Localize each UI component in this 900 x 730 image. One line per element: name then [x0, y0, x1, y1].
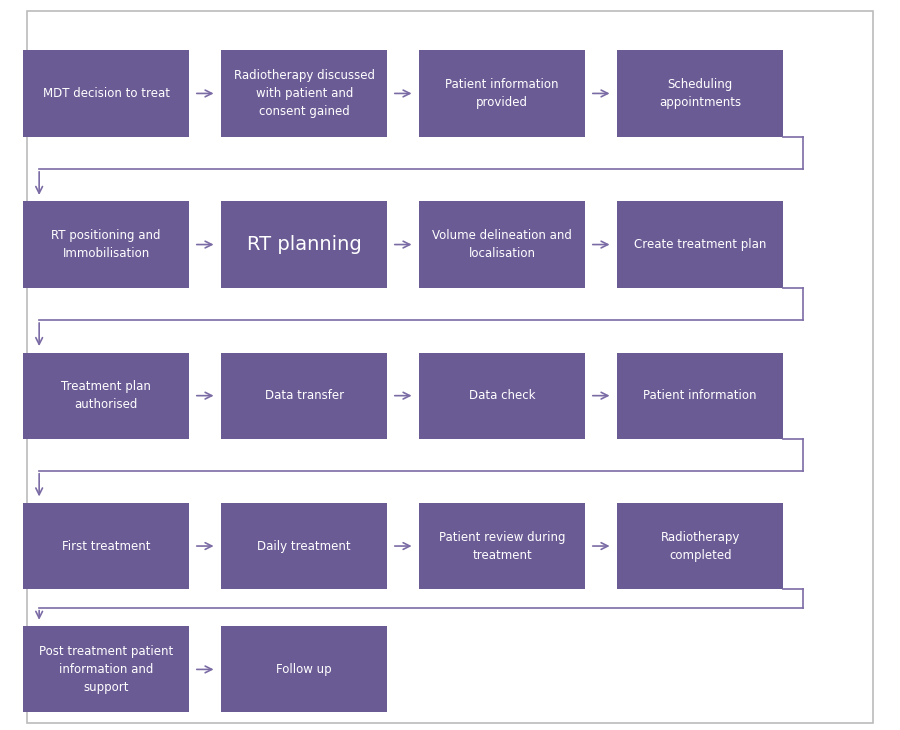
Text: Post treatment patient
information and
support: Post treatment patient information and s…: [39, 645, 174, 694]
Bar: [221, 201, 387, 288]
Text: RT planning: RT planning: [247, 235, 362, 254]
Bar: [419, 50, 586, 137]
Bar: [419, 201, 586, 288]
Bar: [617, 201, 783, 288]
Text: Patient information
provided: Patient information provided: [446, 78, 559, 109]
Text: Create treatment plan: Create treatment plan: [634, 238, 767, 251]
Text: RT positioning and
Immobilisation: RT positioning and Immobilisation: [51, 229, 161, 260]
Bar: [419, 353, 586, 439]
Text: Patient review during
treatment: Patient review during treatment: [439, 531, 565, 561]
Text: Scheduling
appointments: Scheduling appointments: [659, 78, 742, 109]
Bar: [617, 353, 783, 439]
Text: Treatment plan
authorised: Treatment plan authorised: [61, 380, 151, 411]
Text: Patient information: Patient information: [644, 389, 757, 402]
Text: MDT decision to treat: MDT decision to treat: [42, 87, 170, 100]
Bar: [22, 201, 189, 288]
Text: Follow up: Follow up: [276, 663, 332, 676]
Bar: [221, 353, 387, 439]
Bar: [419, 503, 586, 589]
Bar: [22, 50, 189, 137]
Bar: [617, 50, 783, 137]
Bar: [22, 353, 189, 439]
Text: Radiotherapy discussed
with patient and
consent gained: Radiotherapy discussed with patient and …: [234, 69, 374, 118]
Text: Data check: Data check: [469, 389, 536, 402]
Bar: [22, 503, 189, 589]
Text: Daily treatment: Daily treatment: [257, 539, 351, 553]
Bar: [22, 626, 189, 712]
Bar: [617, 503, 783, 589]
Text: Volume delineation and
localisation: Volume delineation and localisation: [432, 229, 572, 260]
Bar: [221, 626, 387, 712]
Text: Radiotherapy
completed: Radiotherapy completed: [661, 531, 740, 561]
Bar: [221, 503, 387, 589]
Bar: [221, 50, 387, 137]
Text: First treatment: First treatment: [62, 539, 150, 553]
Text: Data transfer: Data transfer: [265, 389, 344, 402]
